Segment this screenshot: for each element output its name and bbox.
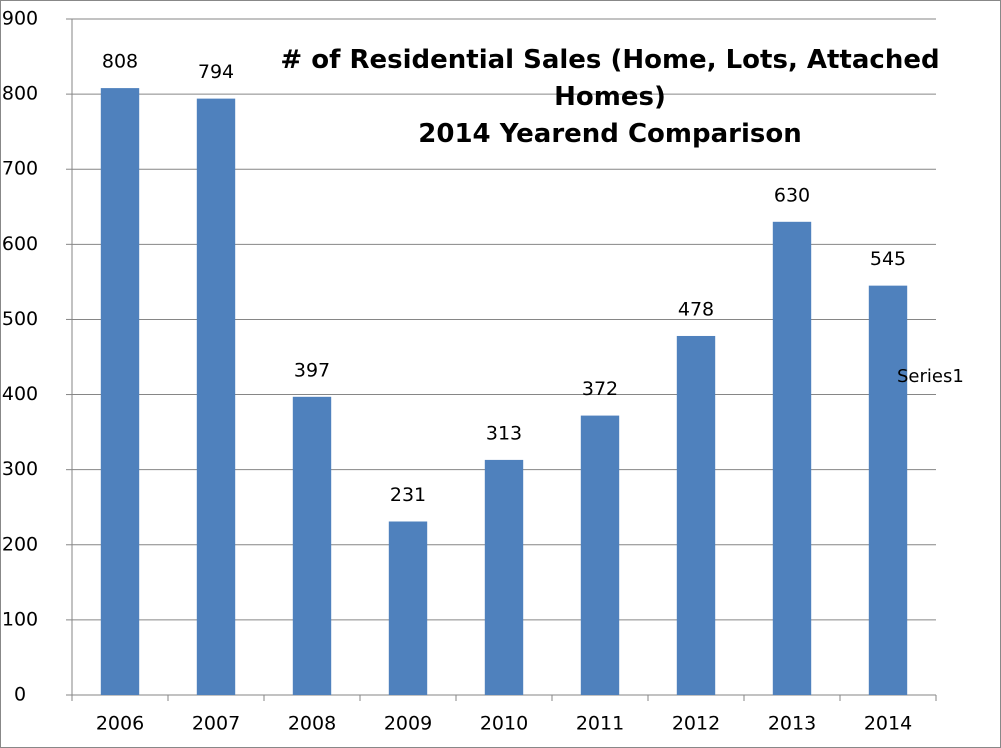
x-tick-label: 2014 bbox=[864, 713, 912, 735]
bar bbox=[580, 415, 620, 695]
y-tick-label: 0 bbox=[14, 684, 26, 706]
bar bbox=[196, 98, 236, 695]
y-tick-label: 800 bbox=[2, 83, 38, 105]
y-tick-label: 500 bbox=[2, 308, 38, 330]
x-tick-label: 2006 bbox=[96, 713, 144, 735]
data-label: 545 bbox=[870, 248, 906, 270]
data-label: 397 bbox=[294, 359, 330, 381]
bar bbox=[100, 88, 140, 695]
bar bbox=[676, 335, 716, 695]
y-tick-label: 400 bbox=[2, 383, 38, 405]
data-label: 313 bbox=[486, 422, 522, 444]
y-tick-label: 100 bbox=[2, 608, 38, 630]
data-label: 372 bbox=[582, 378, 618, 400]
titles: # of Residential Sales (Home, Lots, Atta… bbox=[262, 42, 958, 153]
chart-title: # of Residential Sales (Home, Lots, Atta… bbox=[280, 45, 940, 112]
data-label: 231 bbox=[390, 484, 426, 506]
x-tick-label: 2009 bbox=[384, 713, 432, 735]
data-label: 808 bbox=[102, 51, 138, 73]
bar bbox=[484, 459, 524, 695]
bar bbox=[292, 396, 332, 695]
data-label: 794 bbox=[198, 61, 234, 83]
chart-subtitle: 2014 Yearend Comparison bbox=[418, 119, 802, 149]
bar bbox=[388, 521, 428, 695]
y-tick-label: 900 bbox=[2, 8, 38, 30]
y-tick-label: 200 bbox=[2, 533, 38, 555]
y-tick-label: 700 bbox=[2, 158, 38, 180]
y-tick-label: 600 bbox=[2, 233, 38, 255]
bar bbox=[772, 221, 812, 696]
data-label: 630 bbox=[774, 184, 810, 206]
legend-label: Series1 bbox=[897, 366, 964, 387]
x-tick-label: 2012 bbox=[672, 713, 720, 735]
bar bbox=[868, 285, 908, 695]
x-tick-label: 2013 bbox=[768, 713, 816, 735]
x-tick-label: 2008 bbox=[288, 713, 336, 735]
x-tick-label: 2010 bbox=[480, 713, 528, 735]
x-tick-label: 2007 bbox=[192, 713, 240, 735]
data-label: 478 bbox=[678, 298, 714, 320]
x-tick-label: 2011 bbox=[576, 713, 624, 735]
y-tick-label: 300 bbox=[2, 458, 38, 480]
